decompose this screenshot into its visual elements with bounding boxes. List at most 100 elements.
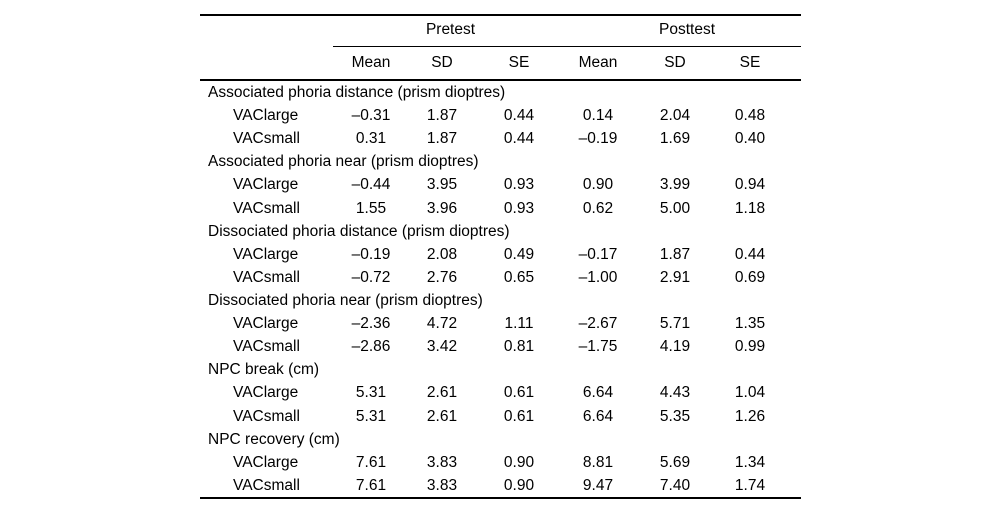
value-cell: 0.90 [582,176,614,194]
value-cell: 0.44 [734,245,766,263]
section-header: Associated phoria near (prism dioptres) [208,153,479,171]
value-cell: 1.11 [504,315,534,333]
value-cell: 6.64 [582,384,614,402]
value-cell: 0.90 [503,476,535,494]
value-cell: 3.83 [426,453,458,471]
value-cell: –2.86 [351,338,391,356]
value-cell: 0.31 [355,130,387,148]
value-cell: 4.43 [659,384,691,402]
value-cell: –0.19 [351,245,391,263]
value-cell: –0.44 [351,176,391,194]
value-cell: 1.34 [734,453,766,471]
table-row: VAClarge –2.36 4.72 1.11 –2.67 5.71 1.35 [200,312,801,335]
value-cell: 3.99 [659,176,691,194]
value-cell: 2.61 [426,384,458,402]
section-header: NPC recovery (cm) [208,430,340,448]
value-cell: 0.69 [734,268,766,286]
value-cell: 1.87 [659,245,691,263]
table-row: VAClarge –0.31 1.87 0.44 0.14 2.04 0.48 [200,104,801,127]
value-cell: 0.62 [582,199,614,217]
value-cell: 5.71 [659,315,691,333]
value-cell: 2.76 [426,268,458,286]
value-cell: 1.04 [734,384,766,402]
value-cell: 1.26 [734,407,766,425]
section-row: NPC break (cm) [200,358,801,381]
column-header: Mean [351,54,391,71]
value-cell: 2.91 [659,268,691,286]
table-row: VACsmall 5.31 2.61 0.61 6.64 5.35 1.26 [200,405,801,428]
column-group-posttest-label: Posttest [659,21,715,38]
value-cell: 0.93 [503,199,535,217]
value-cell: –0.19 [578,130,618,148]
row-label: VACsmall [233,338,300,356]
value-cell: –0.31 [351,107,391,125]
section-header: Associated phoria distance (prism dioptr… [208,84,506,101]
value-cell: 7.61 [355,453,387,471]
value-cell: 3.42 [426,338,458,356]
value-cell: –1.00 [578,268,618,286]
table-row: VACsmall –2.86 3.42 0.81 –1.75 4.19 0.99 [200,335,801,358]
row-label: VACsmall [233,199,300,217]
value-cell: 0.44 [503,107,535,125]
column-group-pretest-label: Pretest [425,21,476,38]
value-cell: 0.81 [503,338,535,356]
value-cell: –2.36 [351,315,391,333]
row-label: VAClarge [233,245,299,263]
table-row: VAClarge –0.19 2.08 0.49 –0.17 1.87 0.44 [200,243,801,266]
column-header-row: Mean SD SE Mean SD SE [200,47,801,79]
row-label: VAClarge [233,107,299,125]
value-cell: 2.61 [426,407,458,425]
column-header: SD [664,54,686,71]
value-cell: 1.74 [734,476,766,494]
row-label: VAClarge [233,315,299,333]
value-cell: 0.93 [503,176,535,194]
value-cell: 7.61 [355,476,387,494]
row-label: VACsmall [233,476,300,494]
value-cell: 8.81 [582,453,614,471]
table-row: VACsmall 1.55 3.96 0.93 0.62 5.00 1.18 [200,197,801,220]
value-cell: 0.90 [503,453,535,471]
value-cell: 1.69 [659,130,691,148]
value-cell: 6.64 [582,407,614,425]
value-cell: 0.40 [734,130,766,148]
table-row: VAClarge 5.31 2.61 0.61 6.64 4.43 1.04 [200,381,801,404]
value-cell: 1.55 [355,199,387,217]
section-row: Dissociated phoria near (prism dioptres) [200,289,801,312]
value-cell: 0.94 [734,176,766,194]
value-cell: 0.49 [503,245,535,263]
section-row: Dissociated phoria distance (prism diopt… [200,220,801,243]
table-bottom-rule [200,497,801,499]
section-row: NPC recovery (cm) [200,428,801,451]
value-cell: 0.44 [503,130,535,148]
value-cell: 1.87 [426,130,458,148]
table-top-rule [200,14,801,16]
value-cell: 1.35 [734,315,766,333]
value-cell: 0.61 [503,407,535,425]
table-row: VACsmall –0.72 2.76 0.65 –1.00 2.91 0.69 [200,266,801,289]
value-cell: –1.75 [578,338,618,356]
column-header: SE [739,54,761,71]
column-group-underline-rule [333,46,801,48]
table-row: VACsmall 7.61 3.83 0.90 9.47 7.40 1.74 [200,474,801,497]
section-row: Associated phoria near (prism dioptres) [200,150,801,173]
section-header: NPC break (cm) [208,361,320,379]
table-row: VAClarge 7.61 3.83 0.90 8.81 5.69 1.34 [200,451,801,474]
value-cell: 5.00 [659,199,691,217]
value-cell: –0.17 [578,245,618,263]
value-cell: 3.95 [426,176,458,194]
value-cell: 7.40 [659,476,691,494]
value-cell: 2.04 [659,107,691,125]
results-table: Pretest Posttest Mean SD SE Mean SD SE Associ… [200,0,801,517]
row-label: VACsmall [233,130,300,148]
section-header: Dissociated phoria near (prism dioptres) [208,291,483,309]
value-cell: 0.48 [734,107,766,125]
column-header: SD [431,54,453,71]
value-cell: 1.87 [426,107,458,125]
column-header: SE [508,54,530,71]
value-cell: 5.31 [355,384,387,402]
section-header: Dissociated phoria distance (prism diopt… [208,222,510,240]
value-cell: 5.31 [355,407,387,425]
row-label: VAClarge [233,176,299,194]
value-cell: 2.08 [426,245,458,263]
